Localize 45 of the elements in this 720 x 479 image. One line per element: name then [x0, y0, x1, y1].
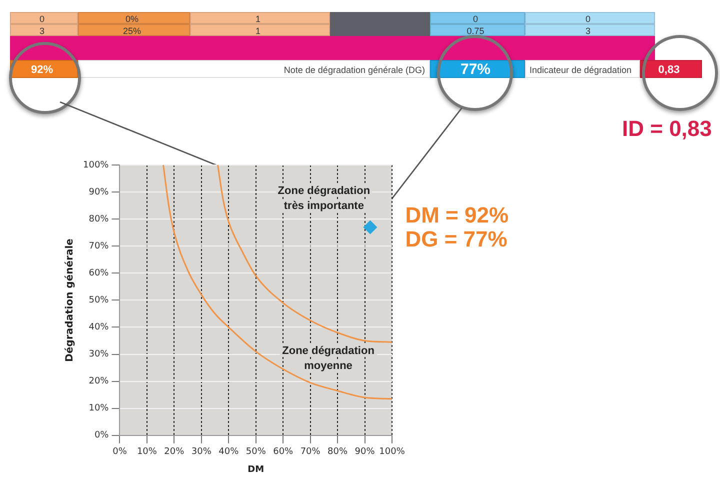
x-tick-label: 80% [328, 447, 348, 458]
text: 77% [430, 60, 525, 78]
y-tick-label: 10% [88, 404, 110, 414]
annotation: DM = 92% DG = 77% [405, 202, 509, 252]
text: 0.75 [430, 24, 525, 36]
y-tick-label: 0% [94, 430, 110, 441]
text: 1 [190, 24, 330, 36]
text: ID = 0,83 [622, 116, 712, 142]
text: 92% [10, 60, 78, 78]
y-tick-label: 40% [88, 322, 110, 333]
x-tick-label: 50% [246, 447, 266, 458]
text: 0 [525, 12, 655, 24]
y-tick-label: 50% [88, 296, 110, 306]
x-tick-label: 40% [218, 447, 240, 458]
text: 0% [78, 12, 190, 24]
annotation: Zone dégradation très importante [276, 184, 372, 212]
text: 1 [190, 12, 330, 24]
y-tick-label: 100% [82, 160, 110, 170]
text: 0,83 [640, 60, 702, 78]
line-series [216, 165, 392, 343]
text: Note de dégradation générale (DG) [78, 60, 430, 78]
text: 3 [10, 24, 78, 36]
text: 0 [430, 12, 525, 24]
y-axis-title: Dégradation générale [64, 238, 76, 362]
y-tick-label: 30% [88, 350, 110, 360]
x-tick-label: 10% [136, 447, 158, 458]
text: 25% [78, 24, 190, 36]
x-tick-label: 100% [379, 447, 406, 458]
text: Indicateur de dégradation [525, 60, 640, 78]
x-tick-label: 30% [191, 447, 212, 458]
y-tick-label: 20% [88, 376, 110, 387]
y-tick-label: 80% [88, 214, 110, 224]
x-tick-label: 70% [300, 447, 321, 458]
x-tick-label: 60% [273, 447, 294, 458]
text: 3 [525, 24, 655, 36]
annotation: Zone dégradation moyenne [281, 344, 376, 372]
y-tick-label: 90% [88, 187, 110, 198]
y-tick-label: 60% [88, 268, 110, 279]
text: 0 [10, 12, 78, 24]
x-axis-title: DM [248, 464, 264, 475]
line-series [162, 165, 392, 400]
y-tick-label: 70% [88, 241, 110, 252]
x-tick-label: 90% [354, 447, 376, 458]
x-tick-label: 0% [112, 447, 128, 458]
x-tick-label: 20% [164, 447, 185, 458]
